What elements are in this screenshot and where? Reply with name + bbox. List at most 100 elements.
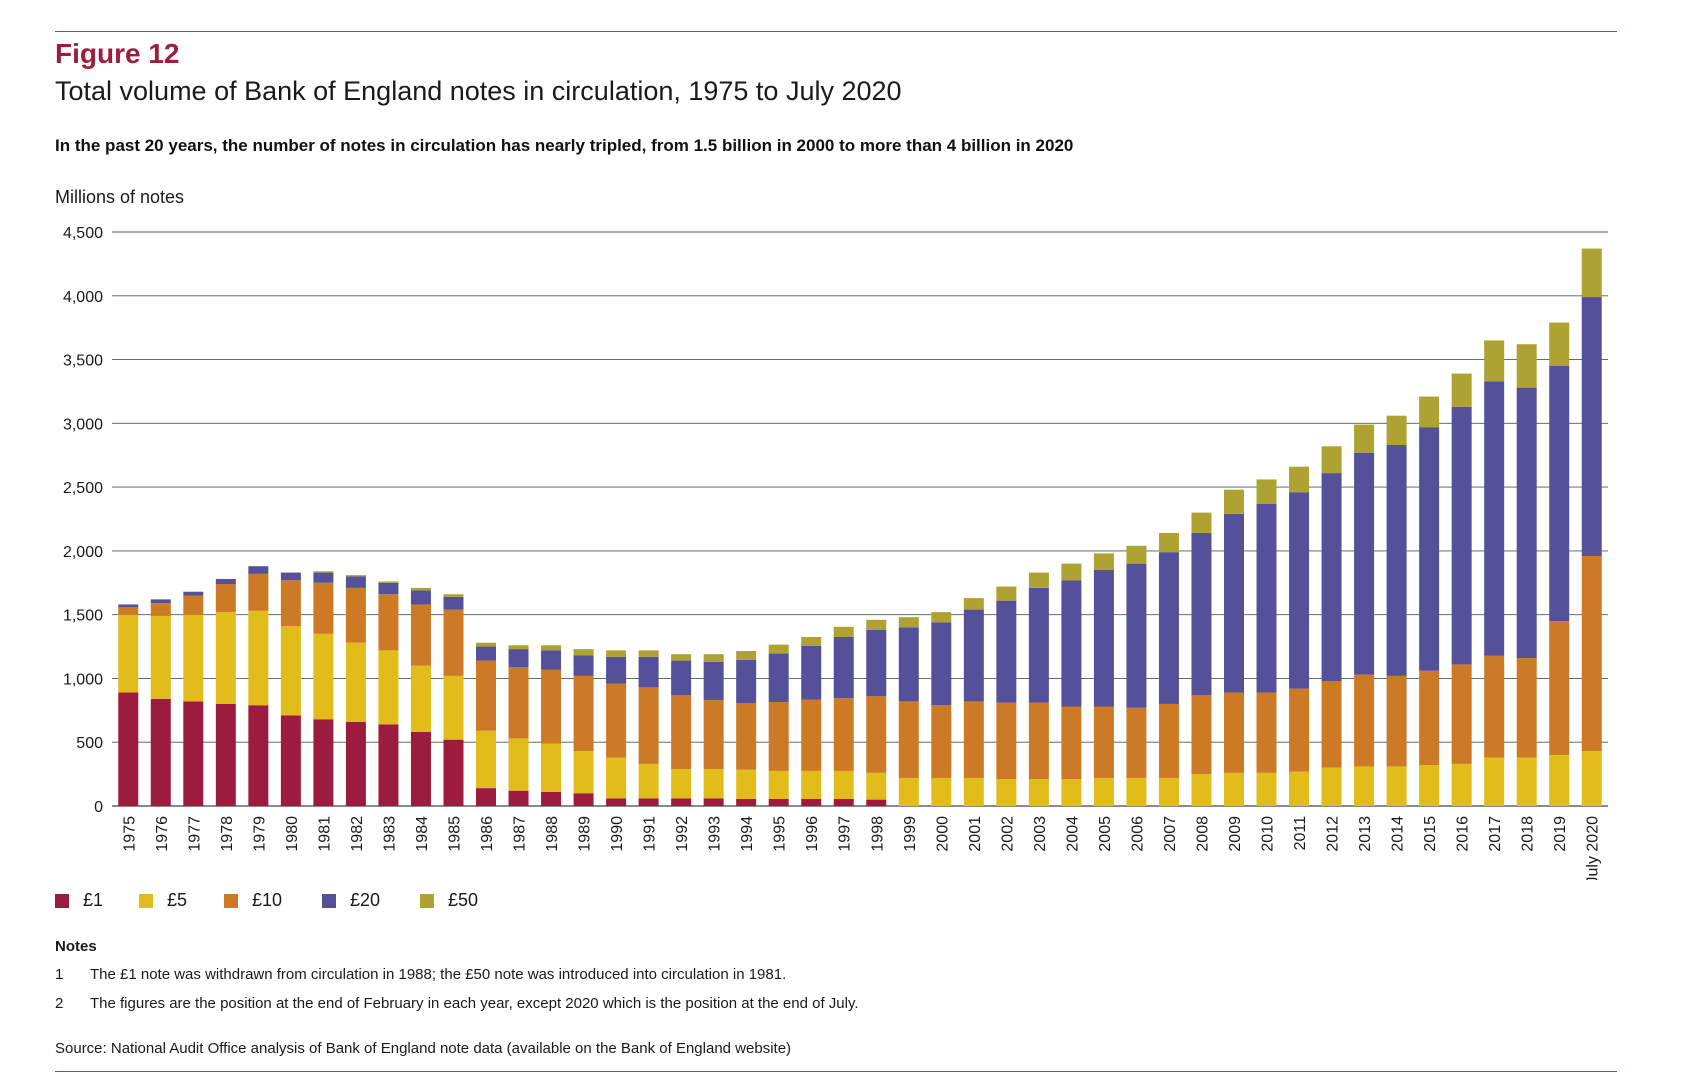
- bar-segment: [508, 645, 529, 650]
- bar-segment: [541, 669, 562, 744]
- bar-segment: [1321, 446, 1342, 474]
- bar-segment: [866, 772, 887, 800]
- bar-segment: [1549, 621, 1570, 755]
- bar-segment: [833, 770, 854, 799]
- bar-segment: [1321, 473, 1342, 681]
- bar-segment: [1224, 772, 1244, 806]
- bar-segment: [963, 609, 984, 702]
- bar-segment: [1256, 479, 1277, 504]
- bar-segment: [378, 594, 399, 651]
- bar-segment: [1256, 503, 1277, 693]
- bar-segment: [573, 655, 594, 676]
- legend-swatch: [55, 893, 69, 908]
- bar-segment: [736, 703, 757, 770]
- bars: [118, 248, 1602, 806]
- bar-segment: [1158, 552, 1179, 704]
- bar-segment: [1093, 706, 1114, 778]
- y-tick-label: 1,500: [63, 608, 103, 625]
- bar-segment: [1289, 771, 1310, 806]
- bar-segment: [1386, 445, 1407, 676]
- bar-segment: [1028, 572, 1049, 588]
- bar-segment: [183, 614, 204, 702]
- bar-segment: [1451, 406, 1472, 665]
- bar-segment: [541, 791, 562, 806]
- bottom-rule: [55, 1071, 1617, 1072]
- bar-segment: [345, 587, 366, 643]
- bar-segment: [833, 636, 854, 699]
- x-tick-label: 2005: [1097, 816, 1114, 852]
- bar-segment: [703, 798, 724, 806]
- legend-item: £10: [224, 890, 282, 911]
- x-tick-label: 1976: [154, 816, 171, 852]
- x-tick-label: 1986: [479, 816, 496, 852]
- bar-segment: [801, 636, 822, 646]
- bar-segment: [1516, 757, 1537, 806]
- bar-segment: [866, 799, 887, 806]
- y-tick-label: 500: [76, 735, 103, 752]
- x-tick-label: 2010: [1260, 816, 1277, 852]
- bar-segment: [1581, 751, 1602, 806]
- x-tick-label: July 2020: [1585, 816, 1602, 880]
- bar-segment: [833, 698, 854, 771]
- bar-segment: [898, 701, 919, 778]
- bar-segment: [931, 622, 952, 706]
- legend-swatch: [322, 893, 336, 908]
- bar-segment: [963, 598, 984, 610]
- bar-segment: [703, 769, 724, 799]
- bar-segment: [150, 603, 171, 616]
- y-tick-labels: 0 500 1,000 1,500 2,000 2,500 3,000 3,500 4,000 4…: [63, 225, 103, 816]
- bar-segment: [410, 590, 431, 605]
- x-tick-labels: 1975 1976 1977 1978 1979 1980 1981 1982 1983 1984…: [121, 816, 1601, 880]
- bar-segment: [1289, 688, 1310, 772]
- bar-segment: [378, 650, 399, 725]
- bar-segment: [1386, 415, 1407, 446]
- x-tick-label: 1997: [837, 816, 854, 852]
- bar-segment: [1158, 703, 1179, 778]
- bar-segment: [1516, 658, 1537, 758]
- bar-segment: [801, 699, 822, 771]
- bar-segment: [1224, 489, 1244, 514]
- bar-segment: [671, 695, 692, 770]
- bar-segment: [703, 661, 724, 701]
- bar-segment: [801, 798, 822, 806]
- legend-item: £20: [322, 890, 380, 911]
- x-tick-label: 2012: [1325, 816, 1342, 852]
- bar-segment: [313, 582, 334, 634]
- bar-segment: [768, 644, 789, 654]
- bar-segment: [215, 703, 236, 806]
- x-tick-label: 2018: [1520, 816, 1537, 852]
- bar-segment: [638, 650, 659, 657]
- bar-segment: [1451, 664, 1472, 764]
- bar-segment: [215, 584, 236, 613]
- legend-label: £1: [83, 890, 104, 910]
- bar-segment: [541, 645, 562, 651]
- bar-segment: [1549, 365, 1570, 622]
- x-tick-label: 1984: [414, 816, 431, 852]
- bar-segment: [1126, 777, 1147, 806]
- bar-segment: [1484, 340, 1505, 382]
- bar-segment: [996, 702, 1017, 780]
- x-tick-label: 2019: [1552, 816, 1569, 852]
- bar-segment: [573, 793, 594, 806]
- note-1: 1 The £1 note was withdrawn from circulat…: [55, 966, 786, 983]
- bar-segment: [1093, 570, 1114, 707]
- bar-segment: [1419, 427, 1440, 671]
- bar-segment: [736, 651, 757, 660]
- bar-segment: [1354, 424, 1375, 453]
- bar-segment: [1289, 466, 1310, 493]
- bar-segment: [606, 683, 627, 758]
- bar-segment: [1126, 707, 1147, 778]
- y-tick-label: 2,500: [63, 480, 103, 497]
- bar-segment: [248, 610, 269, 706]
- bar-segment: [1386, 766, 1407, 806]
- x-tick-label: 2017: [1487, 816, 1504, 852]
- bar-segment: [671, 798, 692, 806]
- legend-item: £5: [139, 890, 187, 911]
- bar-segment: [1289, 492, 1310, 689]
- bar-segment: [280, 580, 301, 627]
- bar-segment: [1321, 680, 1342, 768]
- x-tick-label: 1990: [609, 816, 626, 852]
- notes-heading: Notes: [55, 938, 97, 955]
- bar-segment: [1061, 580, 1082, 707]
- bar-segment: [1061, 706, 1082, 780]
